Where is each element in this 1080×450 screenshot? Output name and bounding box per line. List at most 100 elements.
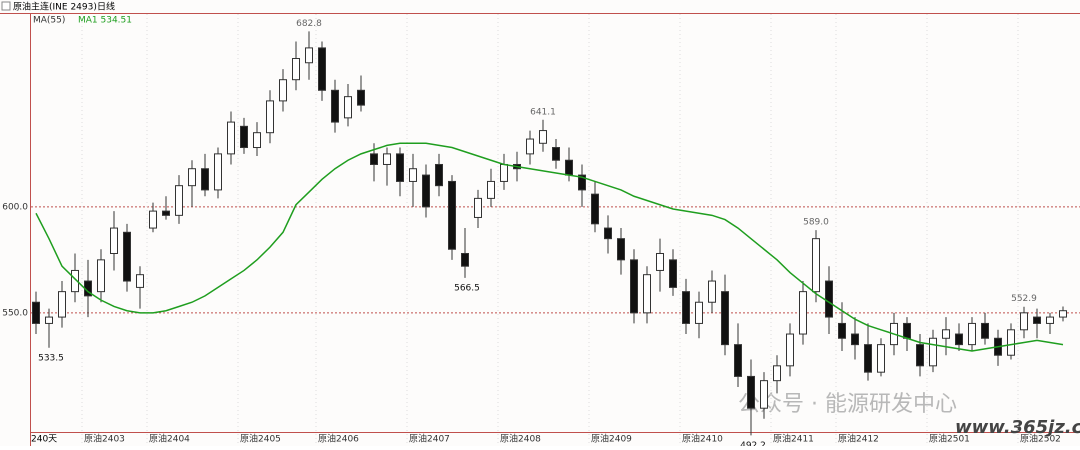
candle-body [97,259,105,293]
candle-body [617,238,625,261]
x-tick-label: 原油2403 [84,433,125,445]
high-label: 589.0 [803,218,829,228]
candle-body [461,252,469,267]
candle-body [1046,316,1054,324]
candle-body [539,130,547,144]
ma-legend: MA1 534.51 [78,16,132,26]
candle-body [279,79,287,102]
candle-body [136,274,144,288]
x-tick-label: 原油2412 [838,433,879,445]
x-tick-label: 原油2410 [682,433,723,445]
candle-body [552,147,560,161]
candle-body [630,259,638,314]
candle-body [929,337,937,367]
candle-body [214,153,222,191]
candle-body [1007,329,1015,356]
candle-body [916,344,924,367]
candle-body [357,89,365,106]
candle-body [318,47,326,91]
candle-body [747,375,755,409]
candle-body [500,163,508,182]
candle-body [1020,312,1028,331]
candle-body [981,322,989,339]
candle-body [565,159,573,176]
candle-body [799,291,807,335]
menu-icon[interactable] [1,1,11,11]
candle-body [591,193,599,225]
x-tick-label: 原油2407 [409,433,450,445]
candle-body [773,365,781,382]
x-tick-label: 原油2405 [240,433,281,445]
high-label: 641.1 [530,107,556,117]
candle-body [942,329,950,339]
candle-body [708,280,716,303]
site-watermark: www.365jz.com [955,417,1080,438]
candle-body [968,322,976,346]
chart-title[interactable]: 原油主连(INE 2493) [13,1,97,13]
candle-body [955,333,963,346]
candle-body [175,185,183,216]
candle-body [578,174,586,191]
candle-body [162,210,170,216]
candle-body [448,180,456,250]
low-label: 533.5 [38,353,64,363]
x-tick-label: 原油2406 [318,433,359,445]
candle-body [604,227,612,240]
candle-body [1059,310,1067,318]
candle-body [370,153,378,165]
candle-body [292,58,300,81]
candle-body [331,89,339,123]
candle-body [110,227,118,254]
watermark: 公众号 · 能源研发中心 [738,392,957,417]
candle-body [149,210,157,229]
candle-body [240,125,248,149]
candle-body [71,269,79,293]
y-tick-label: 550.0 [2,308,28,318]
candle-body [422,174,430,208]
candle-body [760,380,768,409]
period[interactable]: 日线 [97,1,115,13]
candle-body [669,259,677,288]
candle-body [188,168,196,187]
x-tick-label: 原油2501 [929,433,970,445]
range-label: 240天 [31,435,57,445]
candle-body [253,132,261,149]
candle-body [851,333,859,346]
candle-body [734,344,742,377]
candle-body [825,280,833,318]
candle-body [266,100,274,134]
x-tick-label: 原油2411 [773,433,814,445]
candle-body [643,274,651,314]
x-tick-label: 原油2502 [1020,433,1061,445]
candle-body [305,47,313,64]
candle-body [474,197,482,218]
x-tick-label: 原油2408 [500,433,541,445]
low-label: 566.5 [454,283,480,293]
x-tick-label: 原油2404 [149,433,190,445]
low-label: 492.2 [740,441,766,446]
candle-body [656,252,664,271]
candle-body [1033,316,1041,324]
candle-body [877,344,885,373]
candle-body [227,121,235,155]
candle-body [487,180,495,199]
candle-body [695,301,703,324]
candle-body [396,153,404,182]
high-label: 682.8 [296,19,322,29]
candle-body [45,316,53,324]
indicator[interactable]: MA(55) [33,16,65,26]
candle-body [864,344,872,373]
x-tick-label: 原油2409 [591,433,632,445]
candle-body [435,163,443,187]
high-label: 552.9 [1011,294,1037,304]
candle-body [123,231,131,282]
candle-body [526,138,534,155]
candle-body [682,291,690,324]
candle-body [903,322,911,339]
candle-body [812,238,820,293]
candle-body [383,153,391,165]
candle-body [58,291,66,318]
candle-body [201,168,209,191]
